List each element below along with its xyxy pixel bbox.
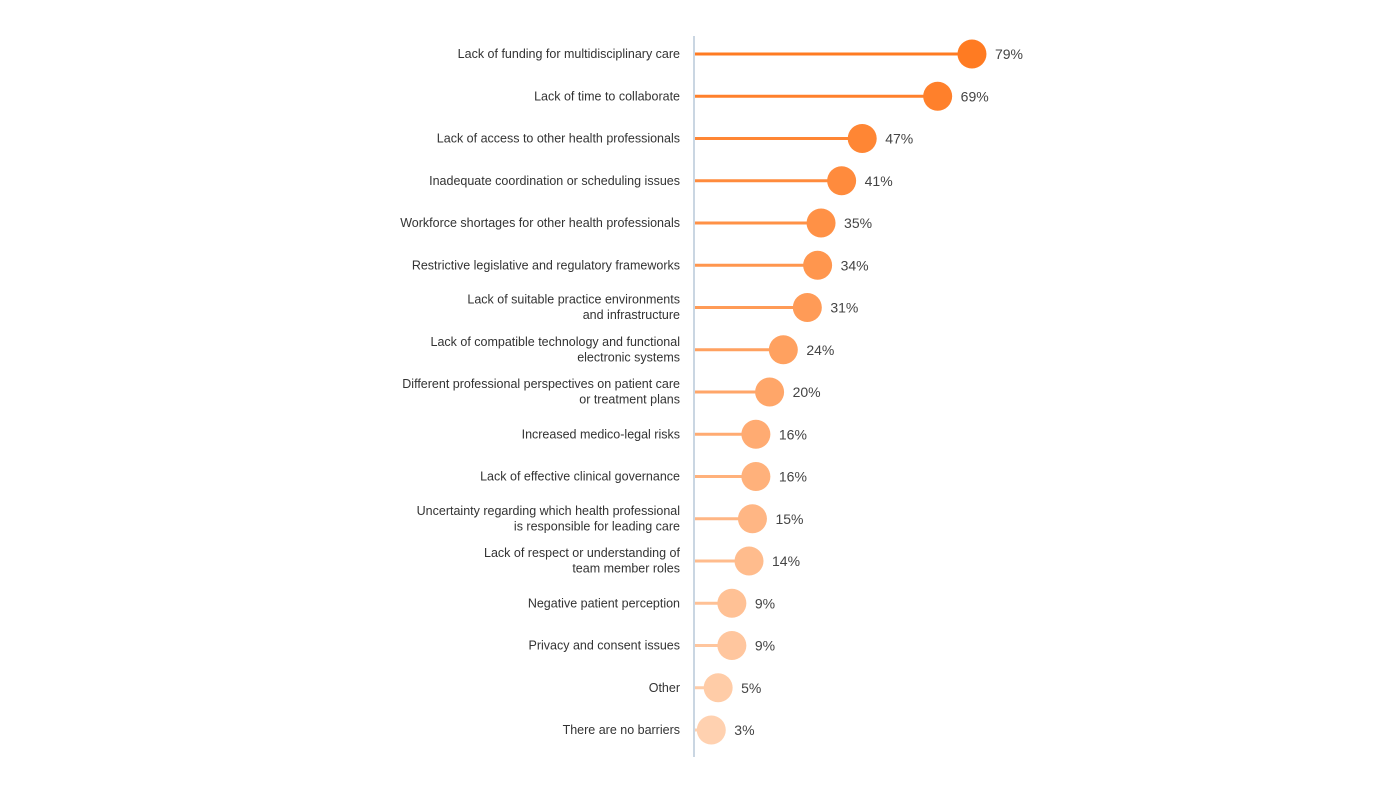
lollipop-dot (768, 335, 798, 365)
category-label: is responsible for leading care (514, 519, 680, 533)
lollipop-dot (717, 588, 747, 618)
chart-row: Inadequate coordination or scheduling is… (429, 166, 893, 196)
lollipop-dot (741, 419, 771, 449)
value-label: 3% (734, 722, 754, 738)
value-label: 69% (961, 88, 989, 104)
category-label: or treatment plans (579, 393, 680, 407)
lollipop-dot (957, 39, 987, 69)
chart-row: Lack of respect or understanding of team … (484, 546, 800, 576)
lollipop-dot (847, 124, 877, 153)
category-label: team member roles (572, 562, 680, 576)
chart-row: Other 5% (649, 673, 761, 703)
value-label: 31% (830, 300, 858, 316)
value-label: 16% (779, 469, 807, 485)
value-label: 47% (885, 131, 913, 147)
chart-row: Uncertainty regarding which health profe… (417, 504, 803, 534)
lollipop-dot (827, 166, 857, 196)
category-label: Restrictive legislative and regulatory f… (412, 258, 680, 272)
chart-row: Restrictive legislative and regulatory f… (412, 250, 869, 280)
category-label: Lack of funding for multidisciplinary ca… (458, 47, 680, 61)
lollipop-dot (703, 673, 733, 703)
value-label: 34% (841, 257, 869, 273)
value-label: 35% (844, 215, 872, 231)
category-label: Lack of effective clinical governance (480, 470, 680, 484)
category-label: Lack of time to collaborate (534, 89, 680, 103)
category-label: electronic systems (577, 350, 680, 364)
category-label: Lack of suitable practice environments (467, 293, 680, 307)
lollipop-dot (923, 81, 953, 111)
category-label: Lack of respect or understanding of (484, 546, 680, 560)
lollipop-dot (737, 504, 767, 534)
lollipop-dot (803, 250, 833, 280)
category-label: Inadequate coordination or scheduling is… (429, 174, 680, 188)
chart-row: Lack of effective clinical governance 16% (480, 462, 807, 491)
category-label: Lack of compatible technology and functi… (431, 335, 680, 349)
value-label: 5% (741, 680, 761, 696)
chart-row: Privacy and consent issues 9% (529, 631, 775, 660)
chart-row: Workforce shortages for other health pro… (400, 208, 872, 238)
lollipop-dot (741, 462, 771, 491)
chart-row: There are no barriers 3% (563, 715, 755, 745)
lollipop-dot (806, 208, 836, 238)
value-label: 41% (865, 173, 893, 189)
value-label: 9% (755, 595, 775, 611)
category-label: There are no barriers (563, 723, 680, 737)
category-label: and infrastructure (583, 308, 680, 322)
category-label: Privacy and consent issues (529, 639, 680, 653)
category-label: Lack of access to other health professio… (437, 132, 680, 146)
chart-row: Different professional perspectives on p… (402, 377, 821, 407)
value-label: 79% (995, 46, 1023, 62)
chart-row: Increased medico-legal risks 16% (522, 419, 807, 449)
category-label: Increased medico-legal risks (522, 427, 680, 441)
category-label: Other (649, 681, 680, 695)
value-label: 24% (806, 342, 834, 358)
value-label: 15% (775, 511, 803, 527)
value-label: 9% (755, 638, 775, 654)
lollipop-dot (734, 546, 764, 576)
chart-row: Lack of funding for multidisciplinary ca… (458, 39, 1023, 69)
chart-row: Lack of time to collaborate 69% (534, 81, 989, 111)
chart-row: Negative patient perception 9% (528, 588, 775, 618)
lollipop-dot (792, 293, 822, 322)
chart-row: Lack of access to other health professio… (437, 124, 913, 153)
category-label: Negative patient perception (528, 596, 680, 610)
value-label: 16% (779, 426, 807, 442)
chart-row: Lack of compatible technology and functi… (431, 335, 834, 365)
category-label: Uncertainty regarding which health profe… (417, 504, 680, 518)
lollipop-dot (717, 631, 747, 660)
category-label: Different professional perspectives on p… (402, 377, 680, 391)
value-label: 14% (772, 553, 800, 569)
value-label: 20% (793, 384, 821, 400)
category-label: Workforce shortages for other health pro… (400, 216, 680, 230)
lollipop-dot (696, 715, 726, 745)
chart-row: Lack of suitable practice environmentsan… (467, 293, 858, 322)
lollipop-dot (755, 377, 785, 407)
